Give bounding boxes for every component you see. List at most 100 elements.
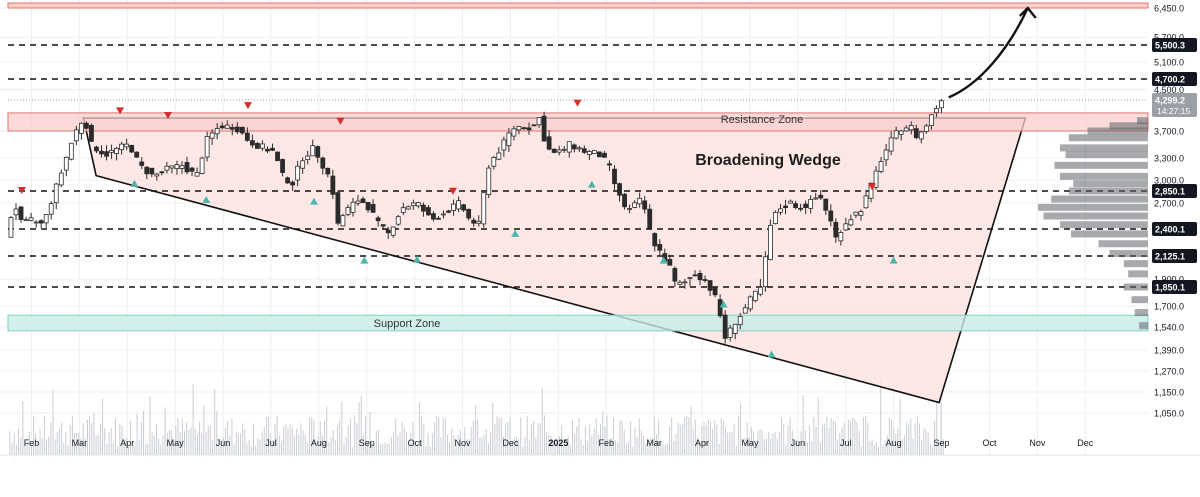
projection-arrow[interactable] xyxy=(948,6,1037,99)
candle-body-84 xyxy=(431,213,436,220)
candle-body-154 xyxy=(783,205,788,209)
candle-body-76 xyxy=(390,226,396,236)
candle-body-90 xyxy=(461,204,467,211)
candle-body-104 xyxy=(531,124,537,127)
swing-low-marker-4 xyxy=(413,255,422,263)
support-zone-label: Support Zone xyxy=(374,318,441,330)
candle-body-75 xyxy=(385,229,391,234)
candle-body-169 xyxy=(858,211,864,216)
candle-body-152 xyxy=(773,212,778,225)
candle-body-19 xyxy=(104,151,109,157)
candle-body-172 xyxy=(873,170,879,188)
level-tag-label-5: 1,850.1 xyxy=(1155,283,1185,293)
candle-body-163 xyxy=(828,210,834,222)
level-tag-bg-0 xyxy=(1152,38,1197,52)
volume-profile-bar-7 xyxy=(1060,172,1148,180)
horizontal-levels[interactable] xyxy=(8,44,1148,288)
time-tick-9: Nov xyxy=(455,438,472,448)
swing-high-marker-1 xyxy=(116,107,125,115)
candle-body-110 xyxy=(561,148,567,151)
candle-body-58 xyxy=(300,160,306,169)
time-tick-2: Apr xyxy=(120,438,134,448)
candle-body-159 xyxy=(808,199,814,209)
candle-body-64 xyxy=(330,175,336,195)
price-axis[interactable]: 6,450.0 5,700.0 5,100.0 4,500.0 3,700.0 3,300… xyxy=(1150,0,1200,455)
volume-profile-bar-19 xyxy=(1123,283,1148,291)
candle-body-20 xyxy=(109,150,114,153)
candle-body-86 xyxy=(441,213,446,216)
time-tick-3: May xyxy=(167,438,185,448)
candle-body-66 xyxy=(340,215,346,227)
candle-body-121 xyxy=(617,183,622,196)
candle-body-183 xyxy=(928,114,934,127)
time-tick-14: Apr xyxy=(695,438,709,448)
swing-low-marker-5 xyxy=(511,229,520,237)
projection-arrow-head xyxy=(1018,6,1037,19)
candle-body-0 xyxy=(8,216,14,238)
candle-body-125 xyxy=(637,197,643,205)
time-tick-21: Nov xyxy=(1029,438,1046,448)
candle-body-107 xyxy=(546,136,552,150)
candle-body-170 xyxy=(863,195,869,209)
candle-body-171 xyxy=(868,182,874,199)
candle-body-35 xyxy=(184,162,190,173)
candle-body-184 xyxy=(934,108,939,114)
candle-body-88 xyxy=(451,203,456,211)
support-zone-rect[interactable] xyxy=(7,314,1149,332)
price-tick-6: 3,000.0 xyxy=(1154,176,1184,186)
candle-body-9 xyxy=(53,183,59,204)
time-tick-1: Mar xyxy=(72,438,88,448)
candle-body-89 xyxy=(456,200,461,210)
candle-body-111 xyxy=(566,141,572,153)
candle-body-61 xyxy=(315,146,321,158)
level-tag-label-4: 2,125.1 xyxy=(1155,252,1185,262)
candle-body-72 xyxy=(370,204,376,213)
candle-body-92 xyxy=(471,219,477,224)
level-tag-bg-3 xyxy=(1152,222,1197,236)
candle-body-14 xyxy=(78,122,84,134)
volume-profile-bar-9 xyxy=(1068,187,1148,195)
candle-body-129 xyxy=(657,244,663,251)
candle-body-114 xyxy=(581,148,587,153)
volume-profile-bar-2 xyxy=(1087,127,1148,135)
volume-bars xyxy=(9,380,944,455)
volume-profile xyxy=(1038,117,1148,330)
candle-body-79 xyxy=(405,206,411,210)
swing-high-marker-4 xyxy=(336,117,345,125)
candle-body-97 xyxy=(496,152,502,160)
candle-body-23 xyxy=(124,143,130,148)
candle-body-91 xyxy=(466,208,472,219)
candle-body-3 xyxy=(23,219,29,222)
time-tick-20: Oct xyxy=(982,438,997,448)
price-tick-14: 1,050.0 xyxy=(1154,409,1184,419)
candle-body-17 xyxy=(94,146,99,152)
volume-profile-bar-20 xyxy=(1131,296,1148,304)
candle-body-10 xyxy=(58,172,64,186)
volume-profile-bar-17 xyxy=(1123,260,1148,268)
countdown-label: 14:27:15 xyxy=(1157,106,1190,116)
candle-body-144 xyxy=(732,323,738,334)
time-tick-10: Dec xyxy=(502,438,519,448)
time-tick-19: Sep xyxy=(934,438,950,448)
time-tick-5: Jul xyxy=(265,438,277,448)
time-axis[interactable]: Feb Mar Apr May Jun Jul Aug Sep Oct Nov Dec 2025 Feb… xyxy=(0,438,1200,456)
candle-body-141 xyxy=(717,299,723,317)
candle-body-34 xyxy=(179,165,185,169)
candle-body-151 xyxy=(768,224,773,260)
level-tag-bg-4 xyxy=(1152,249,1197,263)
zones[interactable] xyxy=(7,2,1149,332)
resistance-zone-rect[interactable] xyxy=(7,112,1149,132)
candle-body-45 xyxy=(234,126,240,133)
time-tick-7: Sep xyxy=(359,438,375,448)
time-tick-16: Jun xyxy=(791,438,806,448)
candle-body-82 xyxy=(420,204,426,212)
volume-profile-bar-15 xyxy=(1098,240,1148,248)
volume-profile-bar-21 xyxy=(1134,309,1148,317)
price-tick-7: 2,700.0 xyxy=(1154,199,1184,209)
candle-body-60 xyxy=(310,145,316,157)
candle-body-133 xyxy=(677,281,683,285)
candle-body-160 xyxy=(813,197,819,200)
volume-profile-bar-18 xyxy=(1128,270,1148,278)
